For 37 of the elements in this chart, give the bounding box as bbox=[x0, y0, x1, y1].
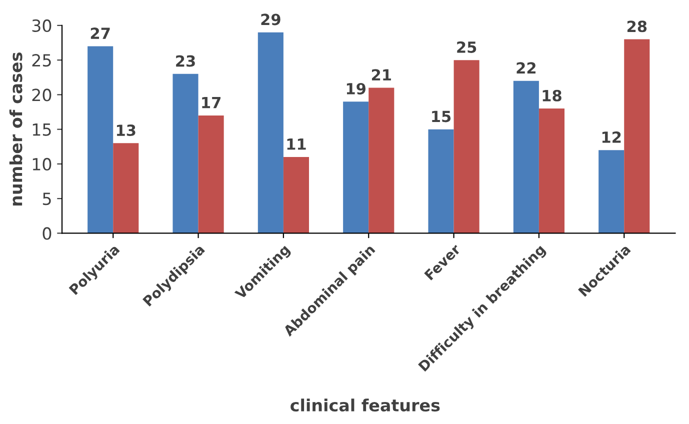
data-label: 15 bbox=[432, 110, 451, 122]
bar bbox=[198, 115, 224, 234]
x-axis-title: clinical features bbox=[290, 398, 440, 412]
bar bbox=[258, 32, 284, 234]
y-tick-label: 25 bbox=[32, 54, 51, 67]
bar bbox=[172, 74, 198, 234]
data-label: 28 bbox=[627, 20, 647, 32]
bar bbox=[88, 46, 114, 234]
bar bbox=[113, 143, 139, 234]
y-tick-label: 20 bbox=[32, 88, 52, 102]
bar bbox=[343, 102, 369, 234]
data-label: 23 bbox=[176, 55, 195, 67]
bar bbox=[598, 150, 624, 234]
data-label: 19 bbox=[346, 82, 366, 94]
data-label: 27 bbox=[90, 28, 110, 39]
bar bbox=[624, 39, 650, 234]
bar bbox=[283, 157, 309, 234]
bar bbox=[428, 129, 454, 234]
y-tick-label: 10 bbox=[32, 158, 52, 171]
data-label: 22 bbox=[516, 62, 536, 74]
y-axis-title: number of cases bbox=[9, 52, 22, 206]
data-label: 17 bbox=[202, 96, 220, 108]
y-tick-label: 30 bbox=[32, 19, 52, 32]
y-tick-label: 5 bbox=[42, 192, 51, 206]
y-tick-label: 15 bbox=[32, 124, 51, 136]
data-label: 12 bbox=[602, 131, 621, 143]
bar bbox=[368, 88, 394, 234]
data-label: 11 bbox=[287, 138, 306, 150]
data-label: 13 bbox=[116, 124, 136, 136]
data-label: 25 bbox=[457, 41, 476, 53]
data-label: 18 bbox=[542, 90, 562, 102]
bar bbox=[454, 60, 480, 234]
data-label: 21 bbox=[372, 69, 391, 80]
bar bbox=[513, 80, 539, 234]
data-label: 29 bbox=[261, 14, 280, 26]
bar bbox=[538, 108, 564, 234]
y-tick-label: 0 bbox=[42, 227, 52, 240]
